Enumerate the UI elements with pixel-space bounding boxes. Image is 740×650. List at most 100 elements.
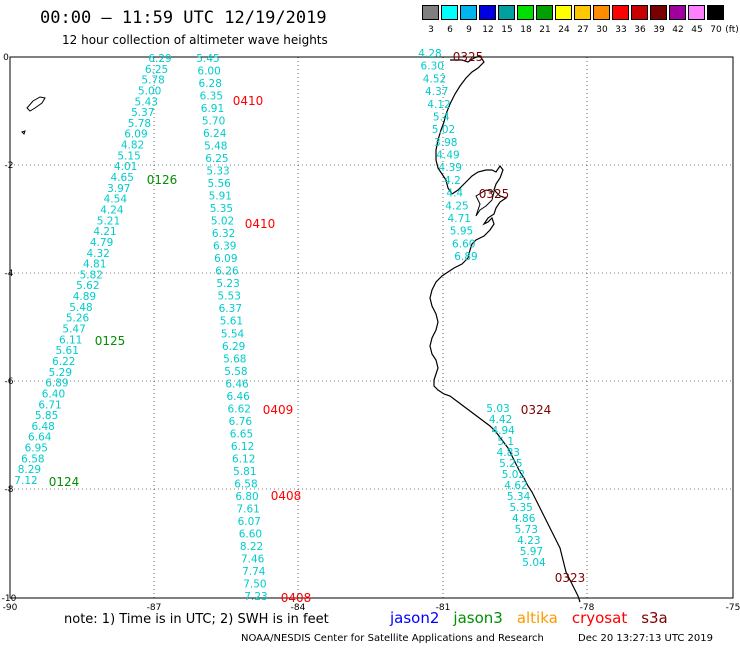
wave-height-label: 4.25 [445,200,468,212]
wave-height-label: 6.91 [201,103,224,115]
wave-height-label: 5.02 [432,124,455,136]
wave-height-label: 5.61 [56,345,79,357]
legend-swatch [441,5,458,20]
wave-height-label: 4.28 [418,48,441,60]
wave-height-label: 5.53 [218,291,241,303]
wave-height-label: 6.07 [238,516,261,528]
wave-height-label: 6.29 [148,53,171,65]
wave-height-label: 4.81 [83,259,106,271]
wave-height-label: 4.39 [439,162,462,174]
altimeter-tracks: 6.296.255.785.005.435.375.786.094.825.15… [14,48,546,603]
legend-swatch [574,5,591,20]
island [26,96,46,112]
pass-time-label: 0125 [95,334,126,348]
satellite-name: cryosat [571,609,628,627]
legend-swatch [650,5,667,20]
y-tick-label: -6 [5,377,14,387]
wave-height-label: 6.25 [145,64,168,76]
wave-height-label: 4.4 [446,188,463,200]
legend-swatch [498,5,515,20]
y-tick-label: -2 [5,161,14,171]
wave-height-label: 3.98 [434,137,457,149]
wave-height-label: 6.09 [124,129,147,141]
wave-height-label: 6.40 [42,388,65,400]
wave-height-label: 6.76 [229,416,253,428]
wave-height-label: 6.64 [28,432,52,444]
x-tick-label: -84 [291,603,306,613]
wave-height-label: 5.43 [135,96,158,108]
legend-value: 42 [672,25,684,35]
legend-value: 3 [428,25,434,35]
wave-height-label: 6.60 [452,238,475,250]
legend-value: 33 [615,25,627,35]
wave-height-label: 4.37 [425,86,448,98]
footnote: note: 1) Time is in UTC; 2) SWH is in fe… [64,612,329,627]
wave-height-label: 4.62 [504,480,527,492]
wave-height-label: 6.46 [226,391,250,403]
wave-height-label: 4.94 [491,425,515,437]
wave-height-label: 5.91 [209,191,232,203]
wave-height-label: 5.73 [515,524,538,536]
coastline-inlet [475,189,495,217]
wave-height-label: 7.46 [241,553,265,565]
legend-value: 15 [501,25,513,35]
satellite-name: altika [516,609,558,627]
y-tick-label: 0 [3,53,9,63]
wave-height-label: 6.32 [212,228,235,240]
legend-value: 6 [447,25,453,35]
wave-height-label: 6.65 [230,428,253,440]
legend-swatch [707,5,724,20]
legend-swatch [460,5,477,20]
wave-height-label: 8.22 [240,541,263,553]
wave-height-label: 5.78 [141,75,164,87]
wave-height-label: 5.85 [35,410,58,422]
wave-height-label: 6.00 [197,66,220,78]
timestamp: Dec 20 13:27:13 UTC 2019 [578,633,713,644]
legend-value: 45 [691,25,703,35]
legend-swatch [517,5,534,20]
wave-height-label: 4.23 [517,535,540,547]
wave-height-label: 4.79 [90,237,113,249]
wave-height-label: 6.60 [239,528,262,540]
wave-height-label: 6.12 [232,453,255,465]
wave-height-label: 4.21 [93,226,116,238]
wave-height-label: 5.02 [502,469,525,481]
y-tick-label: -4 [5,269,14,279]
legend-swatch [536,5,553,20]
wave-height-label: 5.37 [131,107,154,119]
legend-value: 70 [710,25,722,35]
wave-height-label: 5.00 [138,85,161,97]
pass-time-labels: 0126 0125 0124 0410 0410 0409 0408 0408 0325 0325… [49,50,586,605]
pass-time-label: 0124 [49,475,80,489]
satellite-legend: jason2 jason3 altika cryosat s3a [390,609,682,627]
map-subtitle: 12 hour collection of altimeter wave hei… [62,33,328,47]
pass-time-label: 0324 [521,403,552,417]
satellite-name: s3a [641,609,668,627]
wave-height-label: 5.54 [221,328,245,340]
wave-height-label: 4.24 [100,204,124,216]
wave-height-label: 6.89 [45,378,68,390]
wave-height-label: 6.58 [234,478,257,490]
wave-height-label: 6.25 [205,153,228,165]
satellite-name: jason2 [390,609,440,627]
wave-height-label: 6.71 [38,399,61,411]
legend-value: 24 [558,25,570,35]
legend-swatch [669,5,686,20]
wave-height-label: 4.86 [512,513,536,525]
wave-height-label: 5.03 [486,403,509,415]
x-tick-label: -90 [3,603,18,613]
wave-height-label: 4.71 [448,213,471,225]
wave-height-label: 4.12 [427,99,450,111]
pass-time-label: 0408 [281,591,312,605]
pass-time-label: 0409 [263,403,294,417]
legend-value: 12 [482,25,494,35]
wave-height-label: 8.29 [18,464,41,476]
legend-swatch [631,5,648,20]
wave-height-label: 5.4 [433,111,450,123]
wave-height-label: 5.02 [211,216,234,228]
wave-height-label: 3.97 [107,183,130,195]
legend-swatch [422,5,439,20]
wave-height-label: 6.35 [200,91,223,103]
wave-height-label: 5.25 [499,458,522,470]
